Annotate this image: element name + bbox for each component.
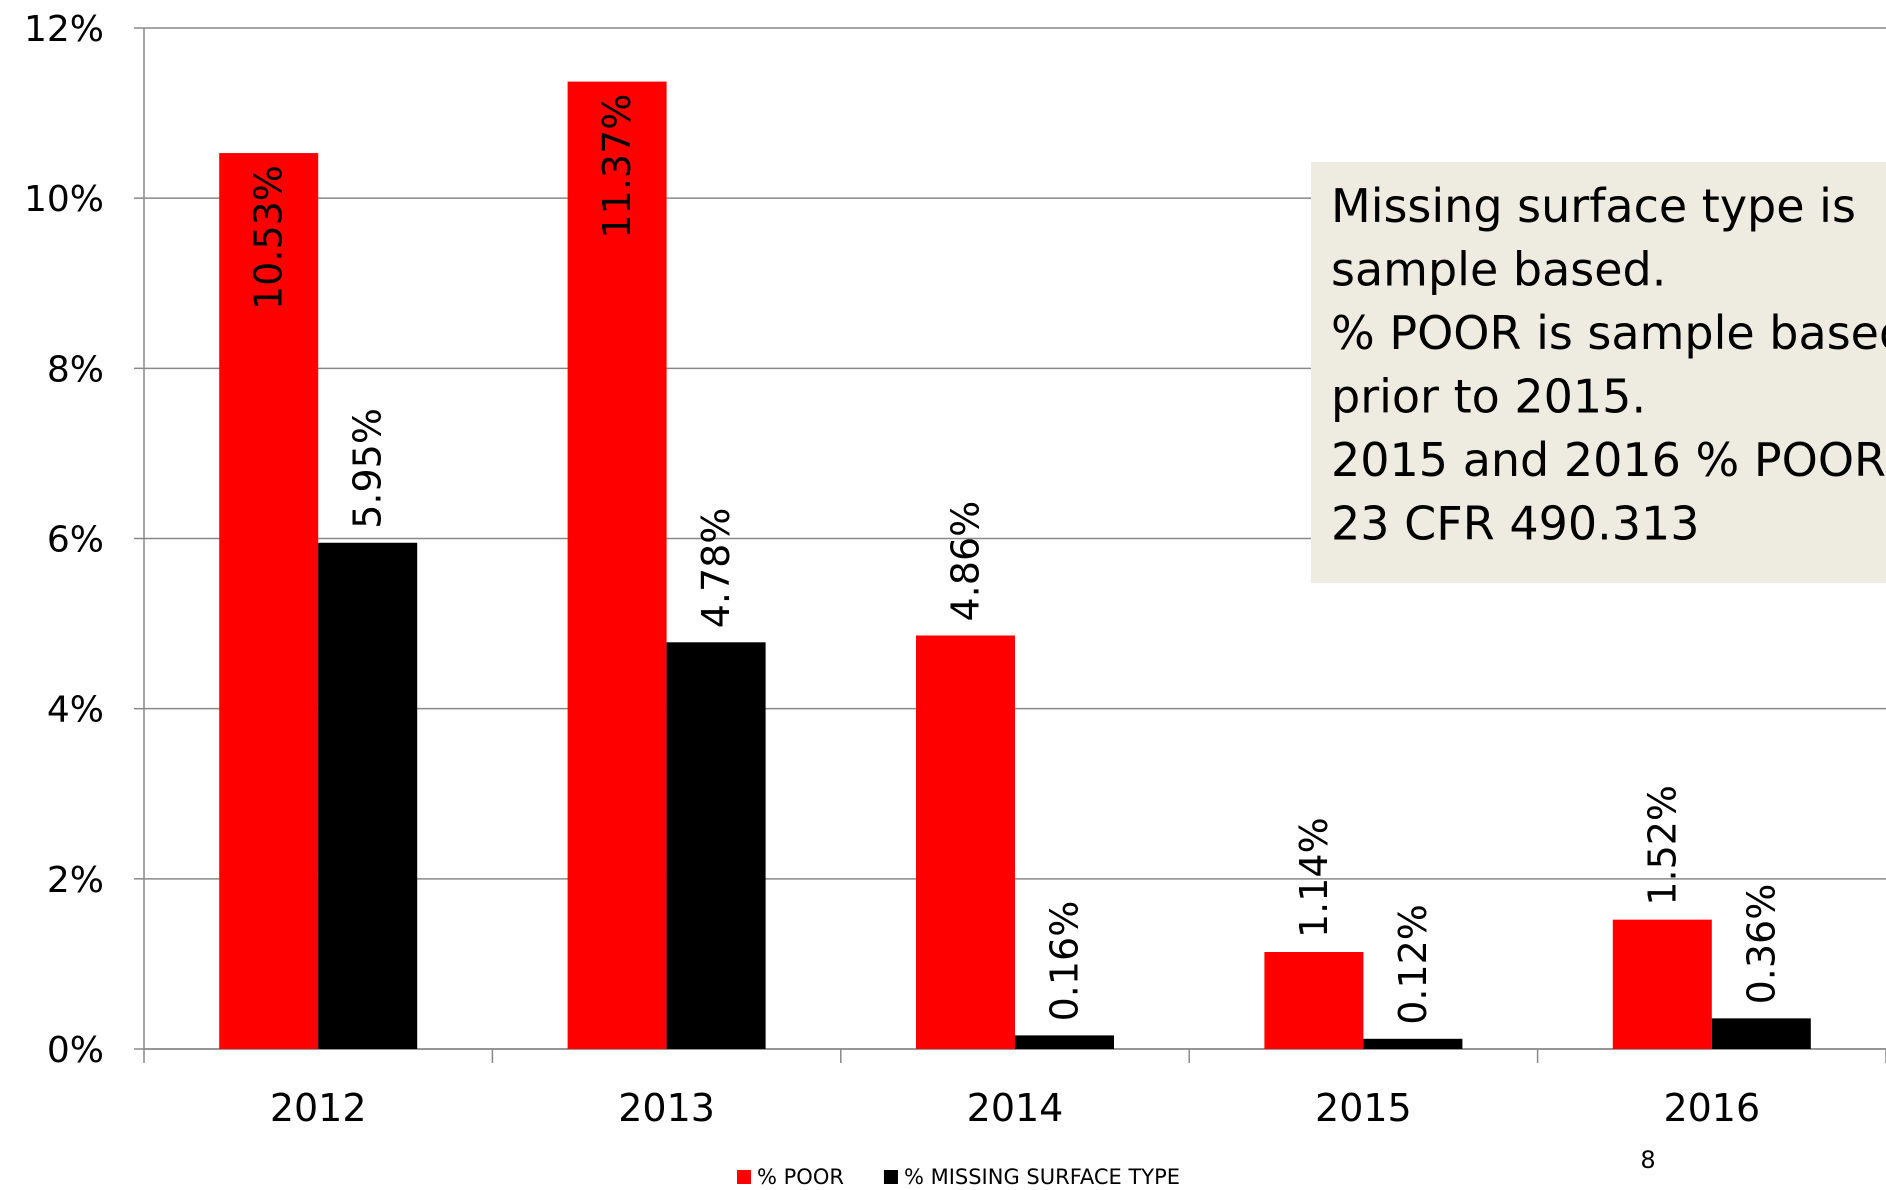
data-label: 0.12% <box>1391 904 1435 1025</box>
legend-label: % POOR <box>757 1165 844 1189</box>
bar <box>1363 1038 1463 1049</box>
bar <box>666 642 766 1049</box>
y-tick-label: 2% <box>47 860 104 901</box>
y-tick-label: 12% <box>24 9 104 50</box>
bar <box>1711 1018 1811 1049</box>
bar <box>916 635 1015 1049</box>
data-label: 1.52% <box>1640 785 1684 906</box>
x-tick-label: 2014 <box>967 1086 1064 1130</box>
data-label: 1.14% <box>1292 817 1336 938</box>
data-label: 0.36% <box>1739 884 1783 1005</box>
annotation-text: 23 CFR 490.313 <box>1331 497 1700 551</box>
bar <box>318 542 418 1049</box>
bar <box>1612 919 1712 1049</box>
bar <box>1015 1035 1114 1049</box>
annotation-text: prior to 2015. <box>1331 370 1646 424</box>
y-tick-label: 8% <box>47 349 104 390</box>
data-label: 5.95% <box>346 408 390 529</box>
y-tick-label: 6% <box>47 520 104 561</box>
x-tick-label: 2015 <box>1315 1086 1412 1130</box>
bar <box>1264 952 1364 1049</box>
data-label: 11.37% <box>595 94 639 239</box>
x-tick-label: 2012 <box>270 1086 367 1130</box>
annotation-text: Missing surface type is <box>1331 179 1856 233</box>
annotation-text: sample based. <box>1331 243 1666 297</box>
x-tick-label: 2013 <box>618 1086 715 1130</box>
data-label: 4.78% <box>694 508 738 629</box>
y-tick-label: 0% <box>47 1030 104 1071</box>
legend-label: % MISSING SURFACE TYPE <box>904 1165 1180 1189</box>
bar <box>567 81 667 1050</box>
page-number: 8 <box>1640 1146 1655 1174</box>
data-label: 0.16% <box>1043 901 1087 1022</box>
bar <box>219 153 319 1049</box>
x-tick-label: 2016 <box>1663 1086 1760 1130</box>
legend-swatch <box>737 1170 751 1184</box>
legend-swatch <box>883 1170 898 1184</box>
data-label: 10.53% <box>247 165 291 310</box>
annotation-text: 2015 and 2016 % POOR <box>1331 433 1886 487</box>
y-tick-label: 10% <box>24 179 104 220</box>
y-tick-label: 4% <box>47 690 104 731</box>
annotation-box <box>1311 162 1886 583</box>
data-label: 4.86% <box>944 501 988 622</box>
annotation-text: % POOR is sample based <box>1331 306 1886 360</box>
